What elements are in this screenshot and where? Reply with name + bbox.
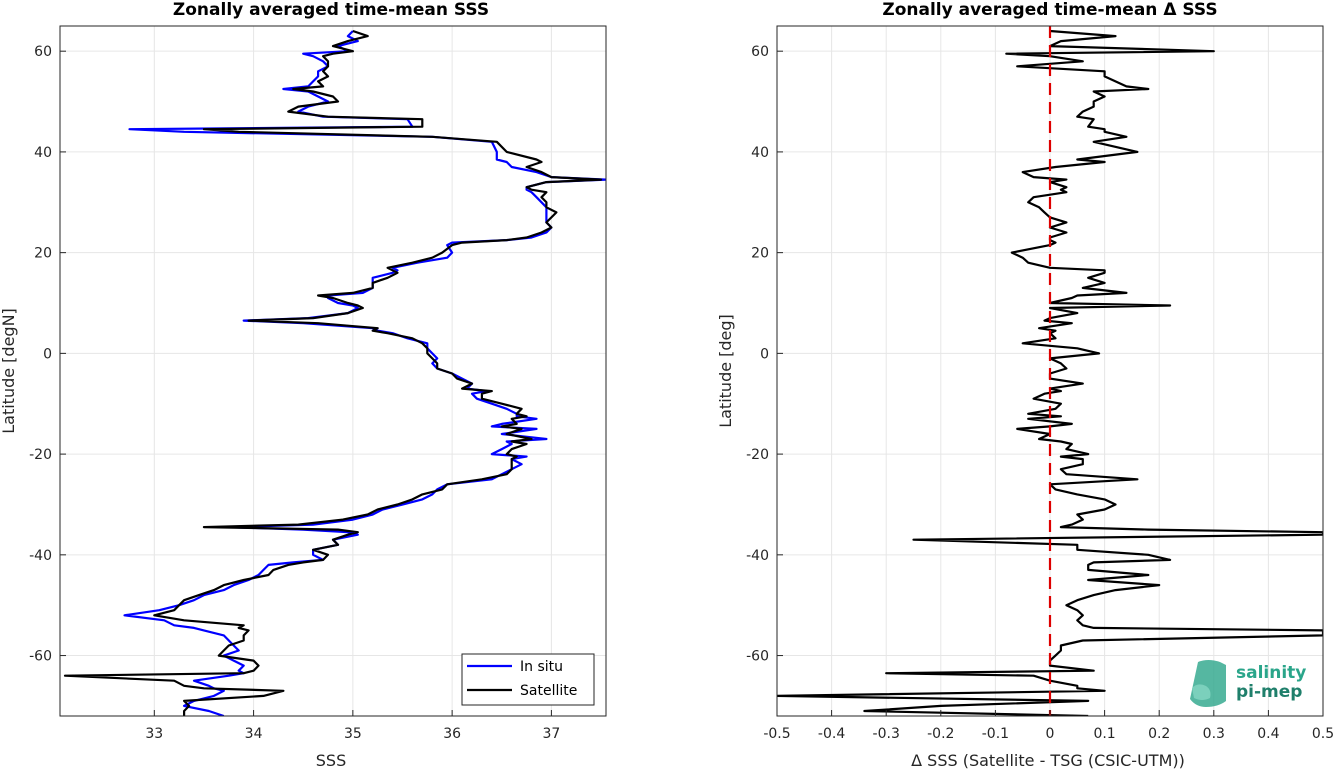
logo-text-line1: salinity	[1236, 663, 1306, 683]
legend: In situ Satellite	[461, 653, 595, 706]
left-grid	[60, 26, 606, 716]
x-tick-label: 0.5	[1312, 726, 1334, 742]
x-tick-label: 33	[145, 726, 163, 742]
x-tick-label: 36	[443, 726, 461, 742]
legend-label-in-situ: In situ	[520, 659, 563, 675]
y-tick-label: -60	[746, 649, 769, 665]
legend-entry-in-situ: In situ	[467, 659, 563, 675]
x-tick-label: -0.5	[763, 726, 790, 742]
x-tick-label: 0.1	[1093, 726, 1115, 742]
left-series-group	[63, 29, 606, 716]
left-y-ticks: -60 -40 -20 0 20 40 60	[29, 44, 66, 665]
legend-box	[461, 653, 595, 706]
x-tick-label: 35	[344, 726, 362, 742]
y-tick-label: 40	[751, 145, 769, 161]
right-chart-title: Zonally averaged time-mean Δ SSS	[882, 0, 1217, 20]
y-tick-label: -40	[746, 548, 769, 564]
sss-chart: Zonally averaged time-mean SSS 33 34 35 36 3…	[0, 0, 607, 769]
x-tick-label: -0.2	[927, 726, 954, 742]
right-x-ticks: -0.5 -0.4 -0.3 -0.2 -0.1 0 0.1 0.2 0.3 0.4 0.5	[763, 710, 1334, 742]
x-tick-label: 34	[245, 726, 263, 742]
x-tick-label: 37	[542, 726, 560, 742]
x-tick-label: 0.3	[1203, 726, 1225, 742]
right-y-axis-label: Latitude [deg]	[716, 314, 735, 428]
x-tick-label: 0	[1046, 726, 1055, 742]
legend-label-satellite: Satellite	[520, 683, 577, 699]
left-axes-frame	[59, 25, 607, 717]
x-tick-label: -0.3	[873, 726, 900, 742]
salinity-pi-mep-logo: salinity pi-mep	[1190, 660, 1306, 707]
left-chart-title: Zonally averaged time-mean SSS	[173, 0, 489, 20]
y-tick-label: 60	[34, 44, 52, 60]
left-y-axis-label: Latitude [degN]	[0, 308, 18, 434]
right-y-ticks: -60 -40 -20 0 20 40 60	[746, 44, 783, 665]
y-tick-label: 40	[34, 145, 52, 161]
y-tick-label: 20	[34, 246, 52, 262]
logo-text-line2: pi-mep	[1236, 682, 1302, 702]
x-tick-label: -0.1	[982, 726, 1009, 742]
y-tick-label: 0	[43, 346, 52, 362]
left-x-ticks: 33 34 35 36 37	[145, 710, 560, 742]
left-x-axis-label: SSS	[316, 751, 346, 769]
legend-entry-satellite: Satellite	[467, 683, 577, 699]
y-tick-label: 20	[751, 246, 769, 262]
delta-sss-chart: Zonally averaged time-mean Δ SSS -0.5 -0.…	[716, 0, 1334, 769]
y-tick-label: -20	[29, 447, 52, 463]
x-tick-label: 0.2	[1148, 726, 1170, 742]
y-tick-label: 0	[760, 346, 769, 362]
y-tick-label: -60	[29, 649, 52, 665]
logo-wave-icon-inner	[1192, 684, 1211, 700]
y-tick-label: -20	[746, 447, 769, 463]
series-in-situ	[123, 30, 606, 716]
y-tick-label: -40	[29, 548, 52, 564]
y-tick-label: 60	[751, 44, 769, 60]
logo-wave-icon	[1190, 660, 1226, 707]
right-x-axis-label: Δ SSS (Satellite - TSG (CSIC-UTM))	[911, 751, 1185, 769]
x-tick-label: -0.4	[818, 726, 845, 742]
x-tick-label: 0.4	[1257, 726, 1279, 742]
series-satellite	[63, 29, 603, 716]
